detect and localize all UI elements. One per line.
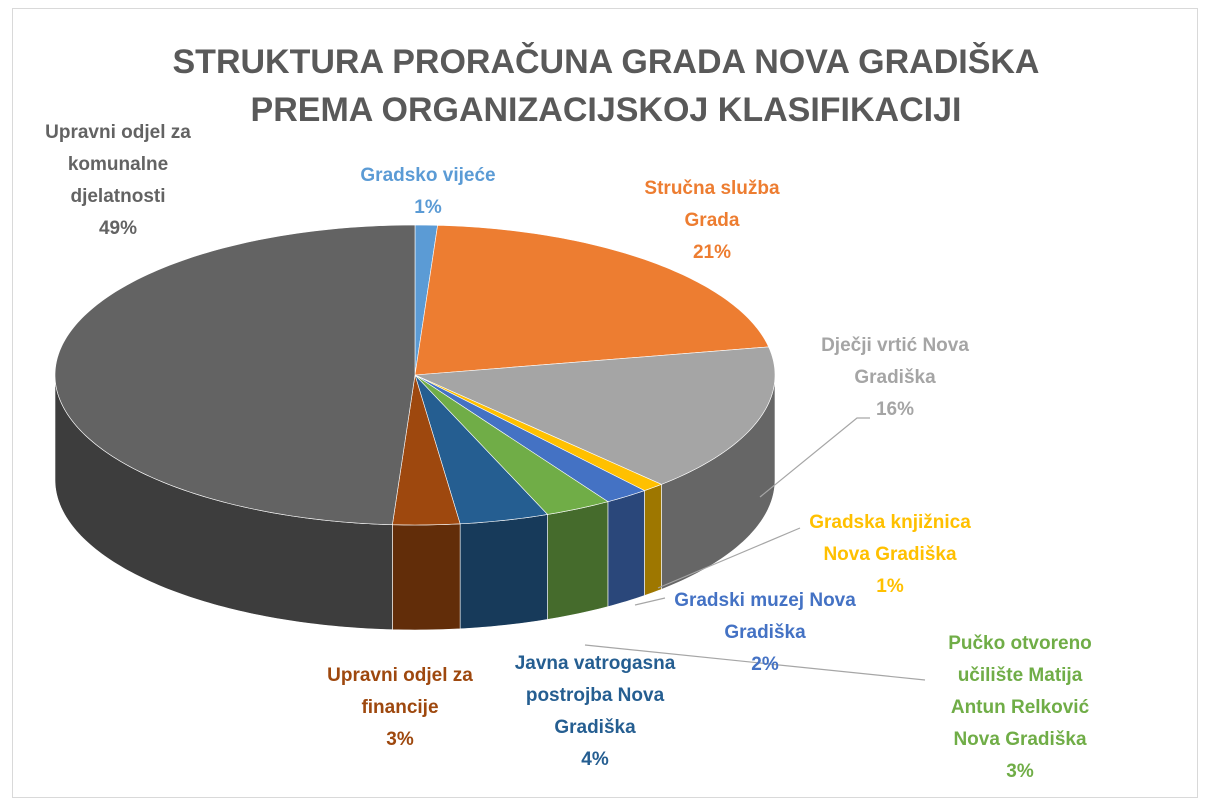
category-label: Javna vatrogasna postrojba Nova Gradiška	[514, 653, 676, 738]
category-label: Pučko otvoreno učilište Matija Antun Rel…	[948, 633, 1092, 750]
category-label: Upravni odjel za komunalne djelatnosti	[45, 122, 191, 207]
category-label: Upravni odjel za financije	[327, 665, 473, 718]
data-label: Gradsko vijeće 1%	[343, 160, 513, 224]
slice-side	[644, 483, 662, 596]
leader-lines	[584, 417, 926, 681]
data-label: Upravni odjel za komunalne djelatnosti 49…	[28, 117, 208, 245]
slice	[414, 374, 609, 515]
slice	[414, 374, 646, 502]
data-label: Upravni odjel za financije 3%	[310, 660, 490, 756]
slice	[414, 346, 776, 485]
slice	[392, 374, 461, 526]
category-label: Gradsko vijeće	[360, 165, 496, 186]
data-label: Pučko otvoreno učilište Matija Antun Rel…	[930, 628, 1110, 788]
value-label: 1%	[414, 197, 442, 218]
leader-line	[657, 527, 801, 589]
value-label: 49%	[98, 218, 138, 239]
category-label: Stručna služba Grada	[644, 178, 780, 231]
value-label: 3%	[1006, 761, 1034, 782]
slice	[54, 224, 416, 526]
slice-side	[459, 514, 548, 630]
value-label: 16%	[875, 399, 915, 420]
slice	[414, 374, 549, 525]
value-label: 21%	[692, 242, 732, 263]
slice	[414, 224, 770, 376]
category-label: Dječji vrtić Nova Gradiška	[821, 335, 969, 388]
leader-line	[634, 597, 666, 606]
data-label: Stručna služba Grada 21%	[625, 173, 800, 269]
slice-side	[392, 523, 461, 631]
value-label: 1%	[876, 576, 904, 597]
chart-title: STRUKTURA PRORAČUNA GRADA NOVA GRADIŠKA …	[172, 43, 1040, 129]
leader-line	[584, 644, 926, 681]
slice-side	[547, 501, 609, 620]
data-label: Dječji vrtić Nova Gradiška 16%	[795, 330, 995, 426]
data-label: Javna vatrogasna postrojba Nova Gradiška…	[505, 648, 685, 776]
category-label: Gradski muzej Nova Gradiška	[674, 590, 856, 643]
slice-side	[607, 490, 645, 608]
value-label: 3%	[386, 729, 414, 750]
leader-line	[759, 417, 870, 498]
category-label: Gradska knjižnica Nova Gradiška	[809, 512, 971, 565]
data-label: Gradska knjižnica Nova Gradiška 1%	[785, 507, 995, 603]
value-label: 4%	[581, 749, 609, 770]
chart-frame	[12, 8, 1198, 798]
data-label: Gradski muzej Nova Gradiška 2%	[658, 585, 873, 681]
value-label: 2%	[751, 654, 779, 675]
